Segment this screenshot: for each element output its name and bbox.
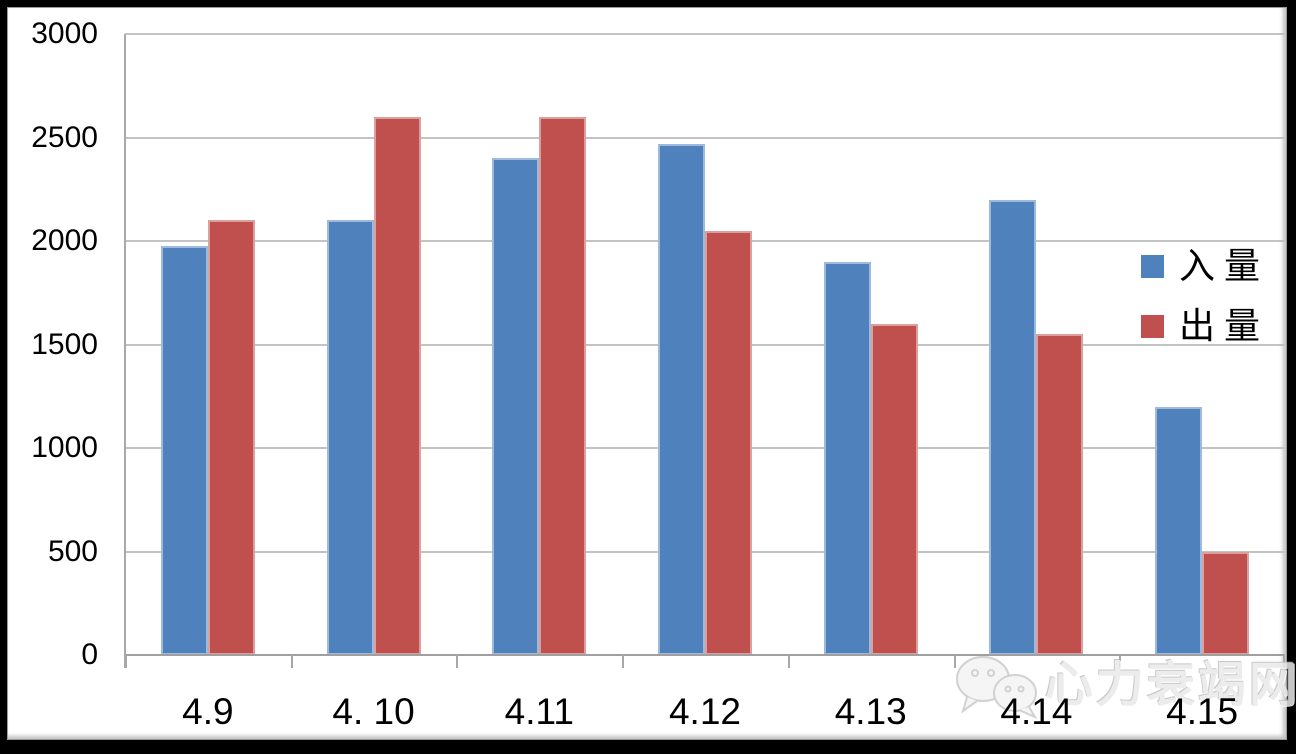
bar-output-4.11 (539, 116, 587, 655)
x-label-4.15: 4.15 (1166, 691, 1239, 732)
y-tick-label-1500: 1500 (31, 327, 98, 361)
y-tick-label-1000: 1000 (31, 431, 98, 464)
y-tick-label-2500: 2500 (31, 120, 98, 154)
bar-output-4.9 (207, 220, 255, 655)
bar-intake-4.14 (989, 199, 1037, 655)
legend-swatch-intake (1141, 254, 1164, 278)
legend-item-output: 出 量 (1141, 306, 1260, 346)
bar-intake-4.12 (658, 143, 705, 655)
x-tick-mark (290, 655, 293, 668)
legend-label-output: 出 量 (1179, 306, 1261, 346)
bar-output-4.13 (870, 323, 918, 655)
legend: 入 量 出 量 (1141, 246, 1260, 346)
x-tick-mark (456, 655, 459, 668)
legend-label-intake: 入 量 (1179, 246, 1261, 286)
x-tick-mark (787, 655, 790, 668)
legend-swatch-output (1141, 314, 1164, 338)
x-label-4.11: 4.11 (504, 691, 574, 732)
x-tick-mark (1283, 655, 1285, 668)
legend-item-intake: 入 量 (1141, 246, 1260, 286)
watermark: 心力衰竭网 (953, 653, 1296, 719)
gridline-2500 (125, 136, 1285, 139)
x-tick-mark (953, 655, 956, 668)
x-label-4.9: 4.9 (182, 691, 234, 732)
x-tick-mark (622, 655, 625, 668)
x-axis-line (125, 654, 1285, 656)
watermark-text: 心力衰竭网 (1045, 659, 1296, 712)
bar-output-4.12 (705, 230, 752, 655)
bar-intake-4.9 (160, 246, 208, 655)
x-label-4.10: 4. 10 (332, 691, 415, 732)
bar-output-4.15 (1202, 551, 1250, 655)
bar-intake-4.13 (823, 261, 871, 655)
y-tick-label-0: 0 (81, 638, 98, 671)
bar-output-4.14 (1036, 334, 1084, 655)
y-tick-label-500: 500 (47, 534, 98, 568)
y-tick-label-3000: 3000 (31, 17, 98, 50)
x-tick-mark (1119, 655, 1122, 668)
x-label-4.14: 4.14 (1000, 691, 1073, 732)
bar-intake-4.11 (492, 158, 540, 655)
y-tick-label-2000: 2000 (31, 224, 98, 257)
chart-area: 入 量 出 量 心力衰竭网 0 500 1000 1500 2000 (7, 7, 1296, 740)
x-tick-mark (125, 655, 127, 668)
wechat-icon (956, 656, 1038, 719)
gridline-3000 (125, 33, 1285, 35)
y-axis-line (124, 34, 126, 668)
bar-output-4.10 (373, 116, 421, 655)
bar-intake-4.15 (1155, 406, 1203, 655)
bar-intake-4.10 (326, 220, 374, 655)
x-label-4.12: 4.12 (668, 691, 741, 732)
x-label-4.13: 4.13 (834, 691, 907, 732)
